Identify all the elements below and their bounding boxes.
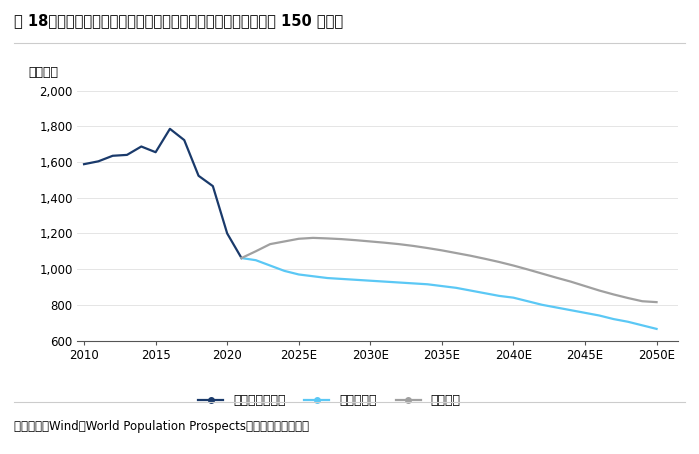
Text: 数据来源：Wind，World Population Prospects，国泰君安证券研究: 数据来源：Wind，World Population Prospects，国泰君… (14, 420, 309, 433)
Text: 图 18：每年新增的新生儿将较未推出三孩和支持政策时有望提升 150 万以上: 图 18：每年新增的新生儿将较未推出三孩和支持政策时有望提升 150 万以上 (14, 14, 343, 29)
Legend: 出生人数（万）, 无政策支持, 放开三孩: 出生人数（万）, 无政策支持, 放开三孩 (193, 389, 466, 412)
Text: （万人）: （万人） (29, 66, 59, 79)
